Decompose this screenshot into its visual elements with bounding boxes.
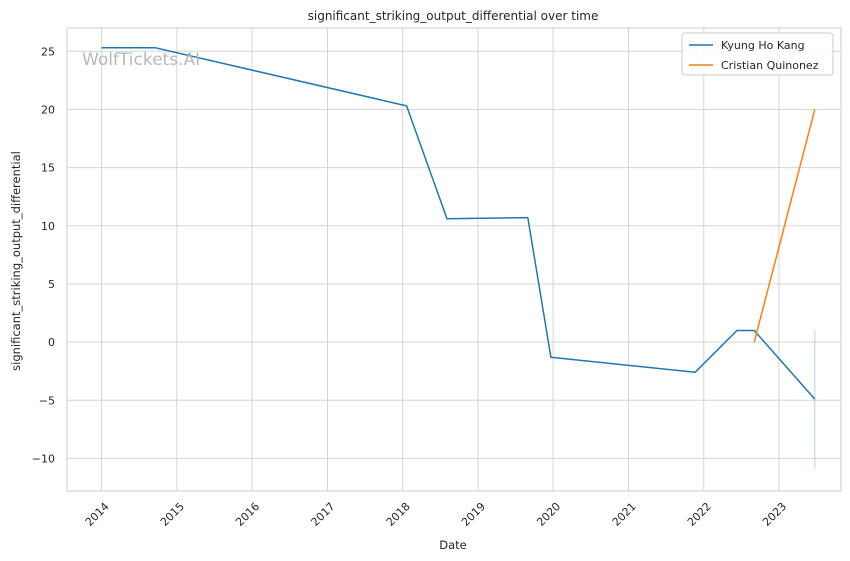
legend-label-0: Kyung Ho Kang xyxy=(721,39,805,52)
y-tick-label: 20 xyxy=(41,103,55,116)
series-line-0 xyxy=(101,47,816,400)
y-axis-title: significant_striking_output_differential xyxy=(9,151,23,371)
x-axis-ticks: 2014 2015 2016 2017 2018 2019 2020 2021 2022 2023 xyxy=(83,500,789,529)
y-tick-label: −5 xyxy=(39,394,55,407)
y-tick-label: 0 xyxy=(48,336,55,349)
y-tick-label: −10 xyxy=(32,452,55,465)
series-layer xyxy=(101,47,816,469)
watermark-text: WolfTickets.AI xyxy=(82,50,200,70)
y-tick-label: 10 xyxy=(41,220,55,233)
chart-title: significant_striking_output_differential… xyxy=(308,9,599,23)
x-axis-title: Date xyxy=(439,538,467,552)
series-line-1 xyxy=(753,109,816,343)
plot-area-frame xyxy=(66,27,842,492)
legend-box xyxy=(681,32,834,76)
y-tick-label: 15 xyxy=(41,162,55,175)
y-axis-ticks: 25 20 15 10 5 0 −5 −10 xyxy=(32,45,55,465)
y-tick-label: 25 xyxy=(41,45,55,58)
y-tick-label: 5 xyxy=(48,278,55,291)
legend: Kyung Ho Kang Cristian Quinonez xyxy=(681,32,834,76)
legend-label-1: Cristian Quinonez xyxy=(721,59,819,72)
grid-lines xyxy=(67,28,841,491)
